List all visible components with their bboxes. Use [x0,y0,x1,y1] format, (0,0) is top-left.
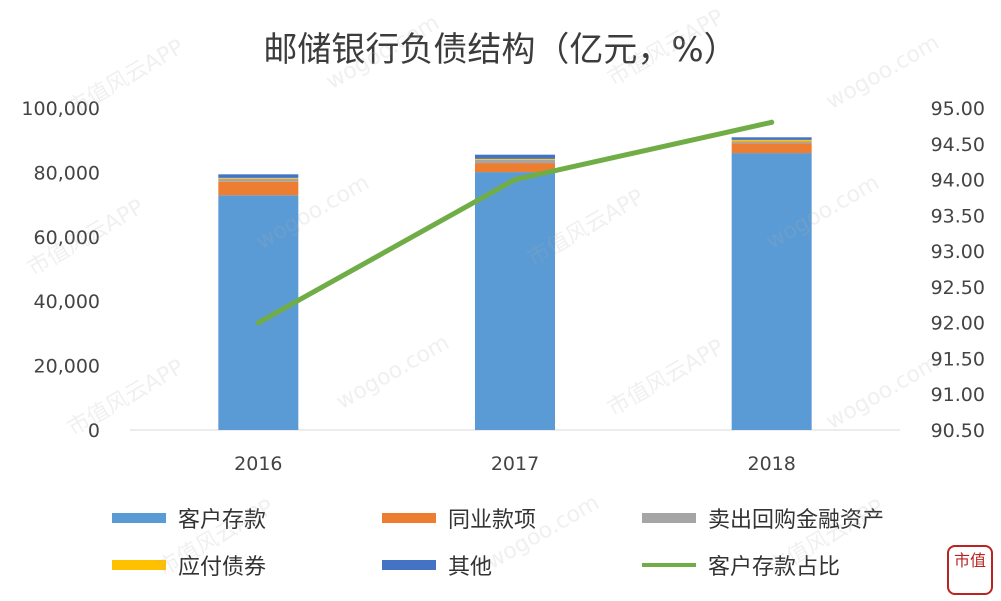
x-tick-label-2: 2018 [747,453,795,475]
line-point-0-1 [512,177,518,183]
right-tick-label-3: 92.00 [931,313,985,335]
bar-0-2 [731,153,812,430]
line-point-0-2 [769,119,775,125]
left-tick-label-2: 40,000 [34,291,100,313]
right-tick-label-7: 94.00 [931,170,985,192]
right-tick-label-1: 91.00 [931,384,985,406]
right-tick-label-9: 95.00 [931,98,985,120]
bar-3-0 [218,177,299,179]
bar-1-0 [218,181,299,196]
bar-1-2 [731,143,812,154]
bar-3-1 [475,158,555,160]
bar-3-2 [731,139,812,142]
left-tick-label-0: 0 [88,420,100,442]
bar-2-0 [218,178,299,182]
bar-0-0 [218,195,299,430]
chart-title: 邮储银行负债结构（亿元，%） [263,30,738,70]
x-tick-label-0: 2016 [234,453,282,475]
bar-4-2 [731,137,812,140]
bar-1-1 [475,163,555,173]
bar-2-2 [731,141,812,144]
bar-4-0 [218,174,299,178]
bar-2-1 [475,159,555,164]
left-tick-label-3: 60,000 [34,227,100,249]
left-tick-label-5: 100,000 [21,98,100,120]
x-tick-label-1: 2017 [491,453,539,475]
brand-logo: 市值 [947,545,993,595]
right-tick-label-8: 94.50 [931,134,985,156]
right-tick-label-4: 92.50 [931,277,985,299]
right-tick-label-2: 91.50 [931,348,985,370]
right-tick-label-0: 90.50 [931,420,985,442]
right-tick-label-6: 93.50 [931,205,985,227]
left-tick-label-1: 20,000 [34,356,100,378]
brand-logo-text: 市值 [953,551,986,570]
bar-0-1 [475,172,555,430]
left-tick-label-4: 80,000 [34,162,100,184]
line-point-0-0 [255,320,261,326]
right-tick-label-5: 93.00 [931,241,985,263]
bar-4-1 [475,154,555,159]
